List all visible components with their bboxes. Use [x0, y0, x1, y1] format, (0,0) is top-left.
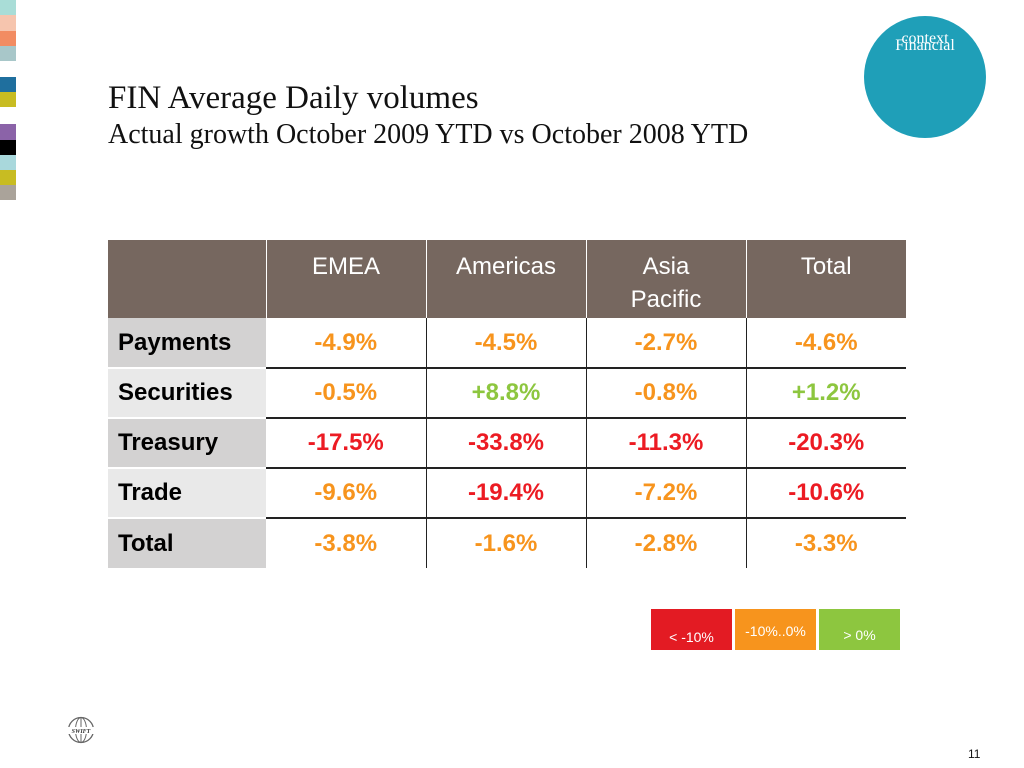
table-header-asia-pacific-label: Asia Pacific: [630, 253, 702, 313]
legend-label: > 0%: [843, 627, 876, 643]
legend-label: < -10%: [669, 629, 714, 645]
row-label: Payments: [108, 318, 266, 369]
color-strip-band: [0, 124, 16, 140]
legend-swatch-orange: -10%..0%: [735, 609, 816, 650]
page-title: FIN Average Daily volumes: [108, 80, 479, 116]
color-strip-band: [0, 77, 16, 92]
table-row: Total -3.8% -1.6% -2.8% -3.3%: [108, 518, 906, 568]
table-header-row: EMEA Americas Asia Pacific Total: [108, 240, 906, 318]
color-strip-band: [0, 155, 16, 170]
row-label: Treasury: [108, 418, 266, 469]
table-header-emea: EMEA: [266, 240, 427, 318]
color-strip-band: [0, 46, 16, 61]
swift-logo-text: SWIFT: [72, 729, 91, 735]
color-strip-band: [0, 185, 16, 200]
table-cell: -4.9%: [266, 318, 427, 369]
table-header-total: Total: [746, 240, 906, 318]
table-cell: -4.6%: [746, 318, 906, 369]
color-strip-band: [0, 107, 16, 124]
page-subtitle: Actual growth October 2009 YTD vs Octobe…: [108, 119, 749, 150]
color-strip: [0, 0, 16, 200]
color-strip-band: [0, 140, 16, 155]
table-header-americas: Americas: [426, 240, 587, 318]
table-cell: +1.2%: [746, 368, 906, 419]
row-label: Total: [108, 518, 266, 568]
title-block: FIN Average Daily volumes Actual growth …: [108, 78, 748, 152]
color-strip-band: [0, 31, 16, 46]
table-cell: -17.5%: [266, 418, 427, 469]
table-cell: -0.5%: [266, 368, 427, 419]
row-label: Securities: [108, 368, 266, 419]
table-header-asia-pacific: Asia Pacific: [586, 240, 747, 318]
table-cell: -2.8%: [586, 518, 747, 568]
table-cell: -3.8%: [266, 518, 427, 568]
legend-swatch-green: > 0%: [819, 609, 900, 650]
color-strip-band: [0, 61, 16, 77]
table-cell: -1.6%: [426, 518, 587, 568]
row-label: Trade: [108, 468, 266, 519]
table-cell: -7.2%: [586, 468, 747, 519]
table-cell: -0.8%: [586, 368, 747, 419]
table-header-corner: [108, 240, 267, 318]
table-row: Securities -0.5% +8.8% -0.8% +1.2%: [108, 368, 906, 419]
table-cell: -9.6%: [266, 468, 427, 519]
color-strip-band: [0, 0, 16, 15]
table-cell: +8.8%: [426, 368, 587, 419]
table-row: Payments -4.9% -4.5% -2.7% -4.6%: [108, 318, 906, 369]
table-cell: -19.4%: [426, 468, 587, 519]
color-strip-band: [0, 170, 16, 185]
financial-context-badge: Financial context: [864, 16, 986, 138]
swift-logo-icon: SWIFT: [67, 716, 95, 744]
table-cell: -33.8%: [426, 418, 587, 469]
color-strip-band: [0, 15, 16, 31]
table-row: Treasury -17.5% -33.8% -11.3% -20.3%: [108, 418, 906, 469]
badge-line-1: Financial: [895, 37, 955, 54]
page-number: 11: [968, 747, 981, 761]
table-cell: -11.3%: [586, 418, 747, 469]
legend-label: -10%..0%: [745, 623, 806, 639]
table-cell: -4.5%: [426, 318, 587, 369]
volumes-table: EMEA Americas Asia Pacific Total Payment…: [108, 240, 906, 568]
table-cell: -2.7%: [586, 318, 747, 369]
table-cell: -10.6%: [746, 468, 906, 519]
color-strip-band: [0, 92, 16, 107]
table-cell: -20.3%: [746, 418, 906, 469]
table-cell: -3.3%: [794, 529, 858, 557]
legend-swatch-red: < -10%: [651, 609, 732, 650]
badge-line-2: context: [901, 30, 949, 47]
table-row: Trade -9.6% -19.4% -7.2% -10.6%: [108, 468, 906, 519]
